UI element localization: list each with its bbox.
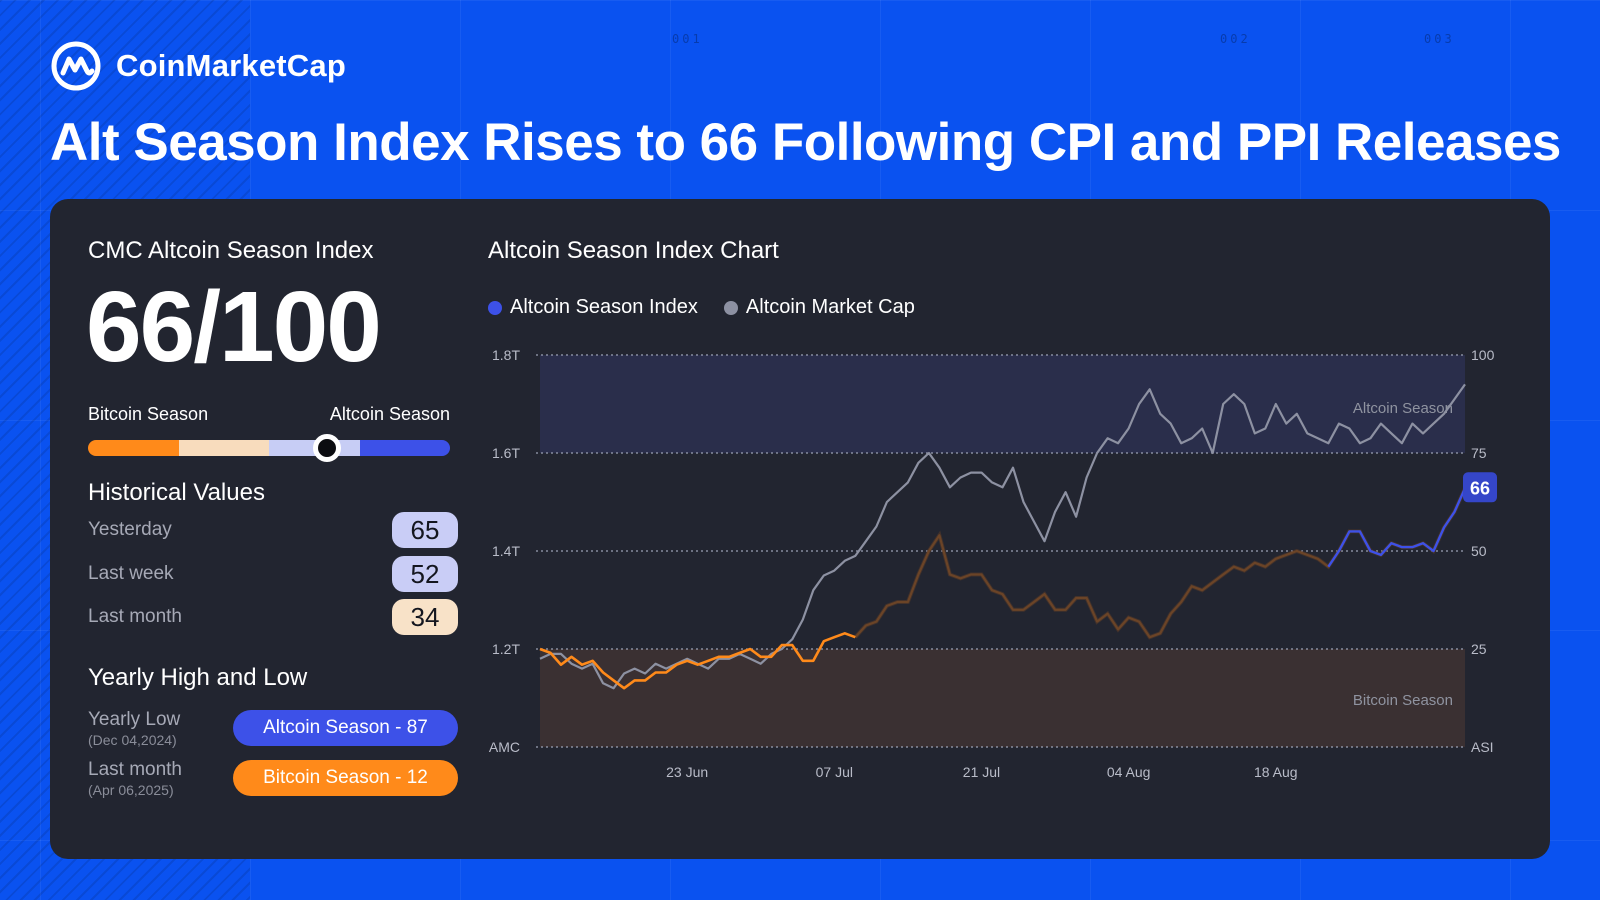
historical-row-last-month: Last month 34 xyxy=(88,599,458,635)
historical-value-badge: 34 xyxy=(392,599,458,635)
left-tick-label: 1.6T xyxy=(492,445,520,461)
background-marker-3: 003 xyxy=(1424,32,1455,46)
current-value-label: 66 xyxy=(1470,478,1490,498)
headline: Alt Season Index Rises to 66 Following C… xyxy=(50,113,1561,172)
historical-value-badge: 52 xyxy=(392,556,458,592)
left-tick-label: 1.4T xyxy=(492,543,520,559)
right-tick-label: 25 xyxy=(1471,641,1487,657)
index-title: CMC Altcoin Season Index xyxy=(88,237,374,264)
x-tick-label: 18 Aug xyxy=(1254,764,1298,780)
left-tick-label: 1.8T xyxy=(492,347,520,363)
historical-label: Last month xyxy=(88,606,182,627)
x-tick-label: 04 Aug xyxy=(1107,764,1151,780)
zone-label-0: Altcoin Season xyxy=(1353,400,1453,417)
chart-title: Altcoin Season Index Chart xyxy=(488,237,779,264)
historical-row-last-week: Last week 52 xyxy=(88,556,458,592)
yearly-pill: Bitcoin Season - 12 xyxy=(233,760,458,796)
series-line-index-recent xyxy=(1327,487,1467,568)
historical-value-badge: 65 xyxy=(392,512,458,548)
bitcoin-season-label: Bitcoin Season xyxy=(88,404,209,424)
scale-segment-2 xyxy=(178,440,269,456)
index-value: 66/100 xyxy=(86,271,382,383)
yearly-date: (Apr 06,2025) xyxy=(88,782,174,798)
left-axis-label: AMC xyxy=(489,739,520,755)
altcoin-season-label: Altcoin Season xyxy=(329,404,450,424)
right-axis-label: ASI xyxy=(1471,739,1494,755)
legend-dot-icon xyxy=(488,300,502,315)
x-tick-label: 21 Jul xyxy=(963,764,1000,780)
legend-item-market-cap: Altcoin Market Cap xyxy=(723,296,915,319)
season-scale-labels: Bitcoin Season Altcoin Season xyxy=(88,404,450,425)
background-marker-2: 002 xyxy=(1220,32,1251,46)
brand-logo: CoinMarketCap xyxy=(50,40,346,92)
zone-label-1: Bitcoin Season xyxy=(1353,692,1453,709)
series-line-altcoin-season-index xyxy=(854,487,1467,639)
legend-label: Altcoin Market Cap xyxy=(745,296,915,318)
yearly-high-low-title: Yearly High and Low xyxy=(88,664,308,691)
zone-band-1 xyxy=(540,649,1465,747)
chart-legend: Altcoin Season Index Altcoin Market Cap xyxy=(488,296,915,319)
right-tick-label: 50 xyxy=(1471,543,1487,559)
yearly-row-last-month: Last month (Apr 06,2025) Bitcoin Season … xyxy=(88,759,458,801)
historical-row-yesterday: Yesterday 65 xyxy=(88,512,458,548)
legend-item-index: Altcoin Season Index xyxy=(488,296,698,319)
zone-band-0 xyxy=(540,355,1465,453)
yearly-label: Yearly Low xyxy=(88,709,181,730)
historical-values-title: Historical Values xyxy=(88,479,265,506)
current-value-badge xyxy=(1463,472,1497,503)
yearly-pill: Altcoin Season - 87 xyxy=(233,710,458,746)
yearly-date: (Dec 04,2024) xyxy=(88,732,177,748)
left-tick-label: 1.2T xyxy=(492,641,520,657)
series-line-index-bitcoin-season xyxy=(539,632,856,690)
background-marker-1: 001 xyxy=(672,32,703,46)
brand-name: CoinMarketCap xyxy=(116,48,346,83)
legend-dot-icon xyxy=(723,300,738,315)
scale-indicator-knob xyxy=(312,434,341,462)
chart-area: Altcoin Season Index Chart Altcoin Seaso… xyxy=(486,199,1550,859)
x-tick-label: 07 Jul xyxy=(816,764,853,780)
right-tick-label: 100 xyxy=(1471,347,1495,363)
historical-label: Last week xyxy=(88,563,174,584)
historical-label: Yesterday xyxy=(88,519,172,540)
index-card: CMC Altcoin Season Index 66/100 Bitcoin … xyxy=(50,199,1550,859)
yearly-row-low: Yearly Low (Dec 04,2024) Altcoin Season … xyxy=(88,709,458,751)
scale-segment-1 xyxy=(88,440,179,456)
scale-segment-4 xyxy=(359,440,450,456)
coinmarketcap-icon xyxy=(51,41,101,91)
right-tick-label: 75 xyxy=(1471,445,1487,461)
chart-svg: Altcoin Season Bitcoin Season 100 75 50 25 ASI… xyxy=(489,347,1497,780)
legend-label: Altcoin Season Index xyxy=(510,296,698,318)
yearly-label: Last month xyxy=(88,759,182,780)
season-scale-bar xyxy=(88,440,450,456)
x-tick-label: 23 Jun xyxy=(666,764,708,780)
